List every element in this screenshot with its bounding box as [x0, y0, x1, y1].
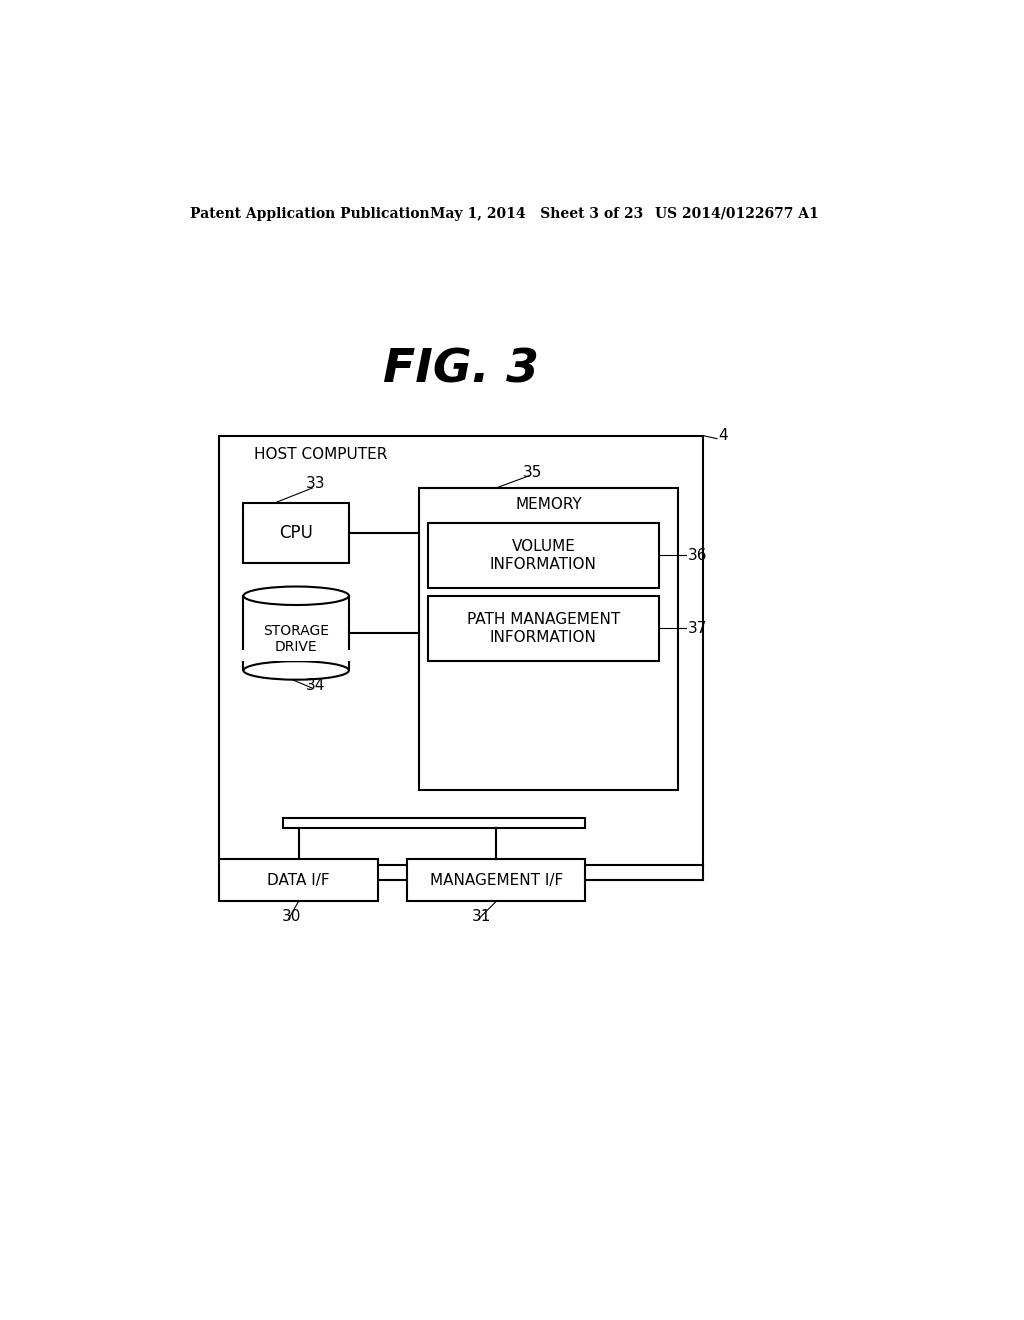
Bar — [219, 436, 703, 866]
Bar — [283, 817, 586, 829]
Bar — [242, 651, 350, 661]
Ellipse shape — [244, 586, 349, 605]
Text: Patent Application Publication: Patent Application Publication — [190, 207, 430, 220]
Text: 36: 36 — [687, 548, 707, 562]
Bar — [428, 595, 658, 661]
Text: 31: 31 — [471, 909, 490, 924]
Ellipse shape — [244, 661, 349, 680]
Bar — [219, 859, 378, 902]
Text: 35: 35 — [523, 465, 543, 480]
Bar — [419, 488, 678, 789]
Text: 4: 4 — [719, 428, 728, 444]
Text: May 1, 2014   Sheet 3 of 23: May 1, 2014 Sheet 3 of 23 — [430, 207, 643, 220]
Text: 37: 37 — [687, 620, 707, 636]
Bar — [244, 595, 349, 671]
Text: 33: 33 — [306, 475, 326, 491]
Text: STORAGE
DRIVE: STORAGE DRIVE — [263, 624, 329, 655]
Text: PATH MANAGEMENT
INFORMATION: PATH MANAGEMENT INFORMATION — [467, 612, 620, 644]
Text: MEMORY: MEMORY — [515, 498, 582, 512]
Bar — [243, 503, 349, 562]
Text: VOLUME
INFORMATION: VOLUME INFORMATION — [489, 539, 597, 572]
Bar — [428, 523, 658, 589]
Text: CPU: CPU — [279, 524, 312, 543]
Text: DATA I/F: DATA I/F — [267, 873, 330, 888]
Text: MANAGEMENT I/F: MANAGEMENT I/F — [429, 873, 563, 888]
Bar — [407, 859, 586, 902]
Text: HOST COMPUTER: HOST COMPUTER — [254, 447, 387, 462]
Text: 34: 34 — [306, 678, 326, 693]
Text: US 2014/0122677 A1: US 2014/0122677 A1 — [655, 207, 819, 220]
Text: FIG. 3: FIG. 3 — [383, 347, 540, 392]
Text: 30: 30 — [282, 909, 301, 924]
